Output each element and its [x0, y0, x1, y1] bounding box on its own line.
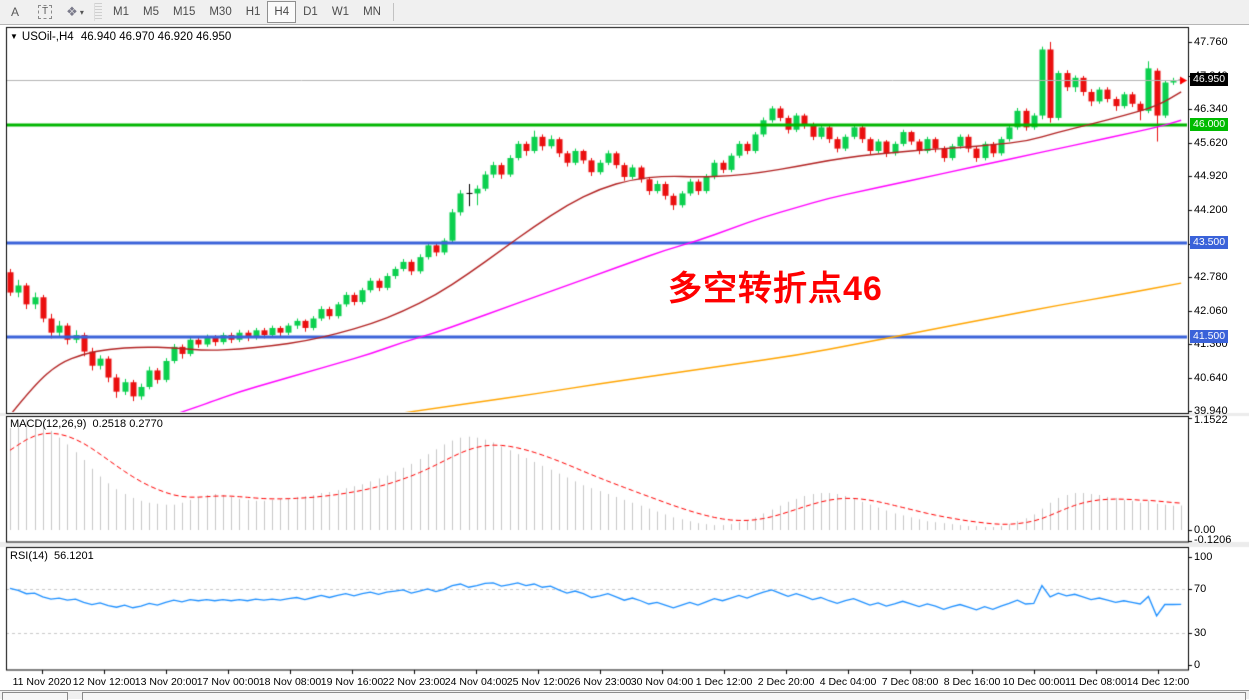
time-axis-label: 14 Dec 12:00	[1126, 676, 1190, 688]
text-label-tool-button[interactable]: T	[31, 1, 59, 23]
time-axis-label: 11 Nov 2020	[12, 676, 72, 688]
chart-title: ▼ USOil-,H4 46.940 46.970 46.920 46.950	[10, 31, 231, 43]
rsi-axis-tick-label: 70	[1194, 583, 1207, 596]
time-axis-label: 13 Nov 20:00	[134, 676, 198, 688]
timeframe-m30-button[interactable]: M30	[209, 6, 232, 18]
time-axis-label: 22 Nov 23:00	[382, 676, 446, 688]
time-axis-label: 11 Dec 08:00	[1065, 676, 1127, 688]
macd-axis-tick-label: 0.00	[1194, 524, 1216, 536]
rsi-axis-tick-label: 100	[1194, 551, 1213, 563]
chevron-down-icon: ▾	[79, 7, 84, 17]
timeframe-h4-button[interactable]: H4	[267, 1, 297, 23]
timeframe-mn-button[interactable]: MN	[363, 6, 381, 18]
time-axis-label: 25 Nov 12:00	[506, 676, 570, 688]
time-axis-label: 17 Nov 00:00	[196, 676, 260, 688]
ohlc-high: 46.970	[119, 31, 155, 43]
rsi-label: RSI(14)	[10, 550, 48, 562]
time-axis-label: 10 Dec 00:00	[1002, 676, 1066, 688]
timeframe-m5-button[interactable]: M5	[142, 6, 159, 18]
rsi-title: RSI(14) 56.1201	[10, 550, 94, 562]
time-axis-label: 1 Dec 12:00	[695, 676, 753, 688]
time-axis-label: 24 Nov 04:00	[444, 676, 508, 688]
timeframe-m15-button[interactable]: M15	[172, 6, 196, 18]
macd-value-main: 0.2518	[92, 418, 127, 430]
price-level-badge: 43.500	[1190, 236, 1229, 249]
ohlc-open: 46.940	[80, 31, 117, 43]
price-axis-tick-label: 44.920	[1194, 169, 1228, 182]
timeframe-d1-button[interactable]: D1	[303, 6, 318, 18]
symbol-label: USOil-,H4	[21, 31, 74, 43]
time-axis-label: 8 Dec 16:00	[943, 676, 1001, 688]
toolbar-separator	[392, 3, 394, 21]
shapes-icon: ❖	[66, 4, 78, 19]
price-axis-tick-label: 39.940	[1194, 405, 1228, 418]
current-price-badge: 46.950	[1190, 73, 1229, 86]
timeframe-h1-button[interactable]: H1	[245, 6, 261, 18]
time-axis-label: 12 Nov 12:00	[72, 676, 136, 688]
timeframe-w1-button[interactable]: W1	[331, 6, 350, 18]
price-axis-tick-label: 47.760	[1194, 35, 1228, 48]
price-axis-tick-label: 46.340	[1194, 102, 1228, 115]
chart-annotation-text: 多空转折点46	[668, 270, 883, 308]
macd-label: MACD(12,26,9)	[10, 418, 87, 430]
rsi-axis-tick-label: 0	[1194, 659, 1201, 671]
ohlc-low: 46.920	[157, 31, 193, 43]
price-axis-tick-label: 42.060	[1194, 304, 1228, 317]
chart-tab-active[interactable]	[2, 692, 68, 700]
shapes-tool-button[interactable]: ❖ ▾	[61, 1, 89, 23]
font-tool-button[interactable]: A	[10, 5, 19, 19]
timeframe-m1-button[interactable]: M1	[113, 6, 129, 18]
toolbar-grip	[94, 3, 102, 21]
time-axis-label: 19 Nov 16:00	[320, 676, 384, 688]
price-axis-tick-label: 45.620	[1194, 136, 1228, 149]
time-axis-label: 4 Dec 04:00	[819, 676, 877, 688]
price-level-badge: 41.500	[1190, 330, 1229, 343]
timeframe-buttons: M1 M5 M15 M30 H1 H4 D1 W1 MN	[106, 1, 388, 23]
price-axis-tick-label: 42.780	[1194, 270, 1228, 283]
chart-tabs-strip[interactable]	[82, 692, 1246, 700]
macd-value-signal: 0.2770	[129, 418, 163, 430]
rsi-value: 56.1201	[53, 550, 94, 562]
time-axis-label: 7 Dec 08:00	[881, 676, 939, 688]
toolbar: A T ❖ ▾ M1 M5 M15 M30 H1 H4 D1 W1 MN	[0, 0, 1249, 25]
price-axis-tick-label: 44.200	[1194, 203, 1228, 216]
time-axis-label: 2 Dec 20:00	[757, 676, 815, 688]
rsi-axis-tick-label: 30	[1194, 626, 1207, 639]
macd-axis-tick-label: -0.1206	[1194, 534, 1232, 546]
price-level-badge: 46.000	[1190, 118, 1229, 131]
time-axis-label: 30 Nov 04:00	[630, 676, 694, 688]
macd-title: MACD(12,26,9) 0.2518 0.2770	[10, 418, 163, 430]
macd-axis-tick-label: 1.1522	[1194, 414, 1228, 426]
time-axis-label: 18 Nov 08:00	[258, 676, 322, 688]
time-axis-label: 26 Nov 23:00	[568, 676, 632, 688]
chart-tabs-bar	[0, 690, 1249, 700]
chart-dropdown-icon[interactable]: ▼	[10, 32, 18, 41]
ohlc-close: 46.950	[196, 31, 232, 43]
price-axis-tick-label: 40.640	[1194, 371, 1228, 384]
text-label-icon: T	[37, 5, 53, 19]
